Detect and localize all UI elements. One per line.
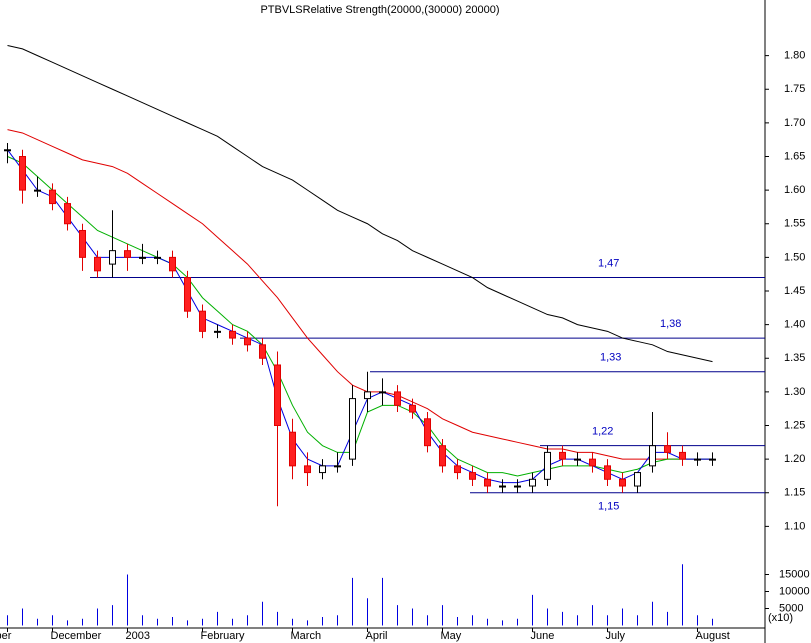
candle-body [289, 431, 296, 467]
y-tick-label: 1.30 [784, 386, 805, 398]
candle-body [634, 472, 641, 487]
moving-average [7, 45, 713, 363]
candle-body [514, 485, 521, 488]
candle-body [394, 391, 401, 406]
volume-unit: (x10) [768, 612, 793, 624]
candle-body [679, 451, 686, 460]
candle-body [364, 391, 371, 400]
candle-body [4, 149, 11, 152]
candle-body [379, 391, 386, 394]
candle-body [619, 478, 626, 487]
moving-average [7, 129, 713, 460]
candle-body [574, 458, 581, 461]
candle-body [424, 418, 431, 447]
y-tick-label: 1.45 [784, 285, 805, 297]
y-tick-label: 1.65 [784, 150, 805, 162]
chart-title: PTBVLSRelative Strength(20000,(30000) 20… [260, 4, 499, 16]
candle-body [499, 485, 506, 488]
y-tick-label: 1.55 [784, 218, 805, 230]
y-tick-label: 1.25 [784, 419, 805, 431]
candle-body [319, 465, 326, 474]
candle-body [184, 277, 191, 312]
candle-body [229, 330, 236, 339]
y-tick-label: 1.50 [784, 251, 805, 263]
candle-body [694, 458, 701, 461]
y-tick-label: 1.15 [784, 487, 805, 499]
candle-body [604, 465, 611, 480]
candle-body [454, 465, 461, 474]
level-label: 1,22 [592, 426, 613, 438]
candle-body [439, 445, 446, 467]
y-tick-label: 1.20 [784, 453, 805, 465]
candle-body [79, 229, 86, 258]
volume-tick-label: 10000 [779, 585, 810, 597]
candle-body [529, 478, 536, 487]
level-label: 1,47 [598, 257, 619, 269]
candle-body [469, 472, 476, 480]
candle-body [64, 203, 71, 225]
candle-body [94, 256, 101, 272]
candle-body [589, 458, 596, 467]
candle-body [169, 256, 176, 272]
candle-body [709, 458, 716, 461]
x-tick-label: December [51, 630, 102, 642]
y-tick-label: 1.80 [784, 50, 805, 62]
y-tick-label: 1.40 [784, 319, 805, 331]
candle-body [199, 310, 206, 332]
candle-body [259, 344, 266, 359]
x-tick-label: 2003 [126, 630, 150, 642]
y-tick-label: 1.10 [784, 520, 805, 532]
y-tick-label: 1.75 [784, 83, 805, 95]
x-tick-label: June [531, 630, 555, 642]
level-label: 1,15 [598, 501, 619, 513]
candle-body [544, 451, 551, 480]
y-tick-label: 1.60 [784, 184, 805, 196]
candle-body [409, 404, 416, 413]
candle-body [154, 256, 161, 259]
x-tick-label: March [291, 630, 322, 642]
candle-body [49, 189, 56, 205]
x-tick-label: February [201, 630, 246, 642]
x-tick-label: August [696, 630, 730, 642]
candle-body [124, 250, 131, 258]
candle-body [559, 451, 566, 460]
x-tick-label: July [606, 630, 626, 642]
candle-body [244, 337, 251, 346]
volume-tick-label: 5000 [779, 602, 803, 614]
candle-body [274, 364, 281, 427]
candle-body [139, 256, 146, 259]
y-tick-label: 1.70 [784, 117, 805, 129]
candle-body [304, 465, 311, 474]
candle-body [349, 398, 356, 460]
level-label: 1,38 [660, 318, 681, 330]
candle-body [484, 478, 491, 487]
moving-average [7, 156, 713, 477]
candle-body [664, 445, 671, 453]
candle-body [649, 445, 656, 467]
candle-body [334, 465, 341, 468]
x-tick-label: May [441, 630, 462, 642]
x-tick-label: ber [0, 630, 12, 642]
candle-body [19, 156, 26, 191]
candle-body [34, 189, 41, 192]
x-tick-label: April [366, 630, 388, 642]
candle-body [109, 250, 116, 265]
level-label: 1,33 [600, 352, 621, 364]
y-tick-label: 1.35 [784, 352, 805, 364]
volume-tick-label: 15000 [779, 568, 810, 580]
candle-body [214, 330, 221, 333]
